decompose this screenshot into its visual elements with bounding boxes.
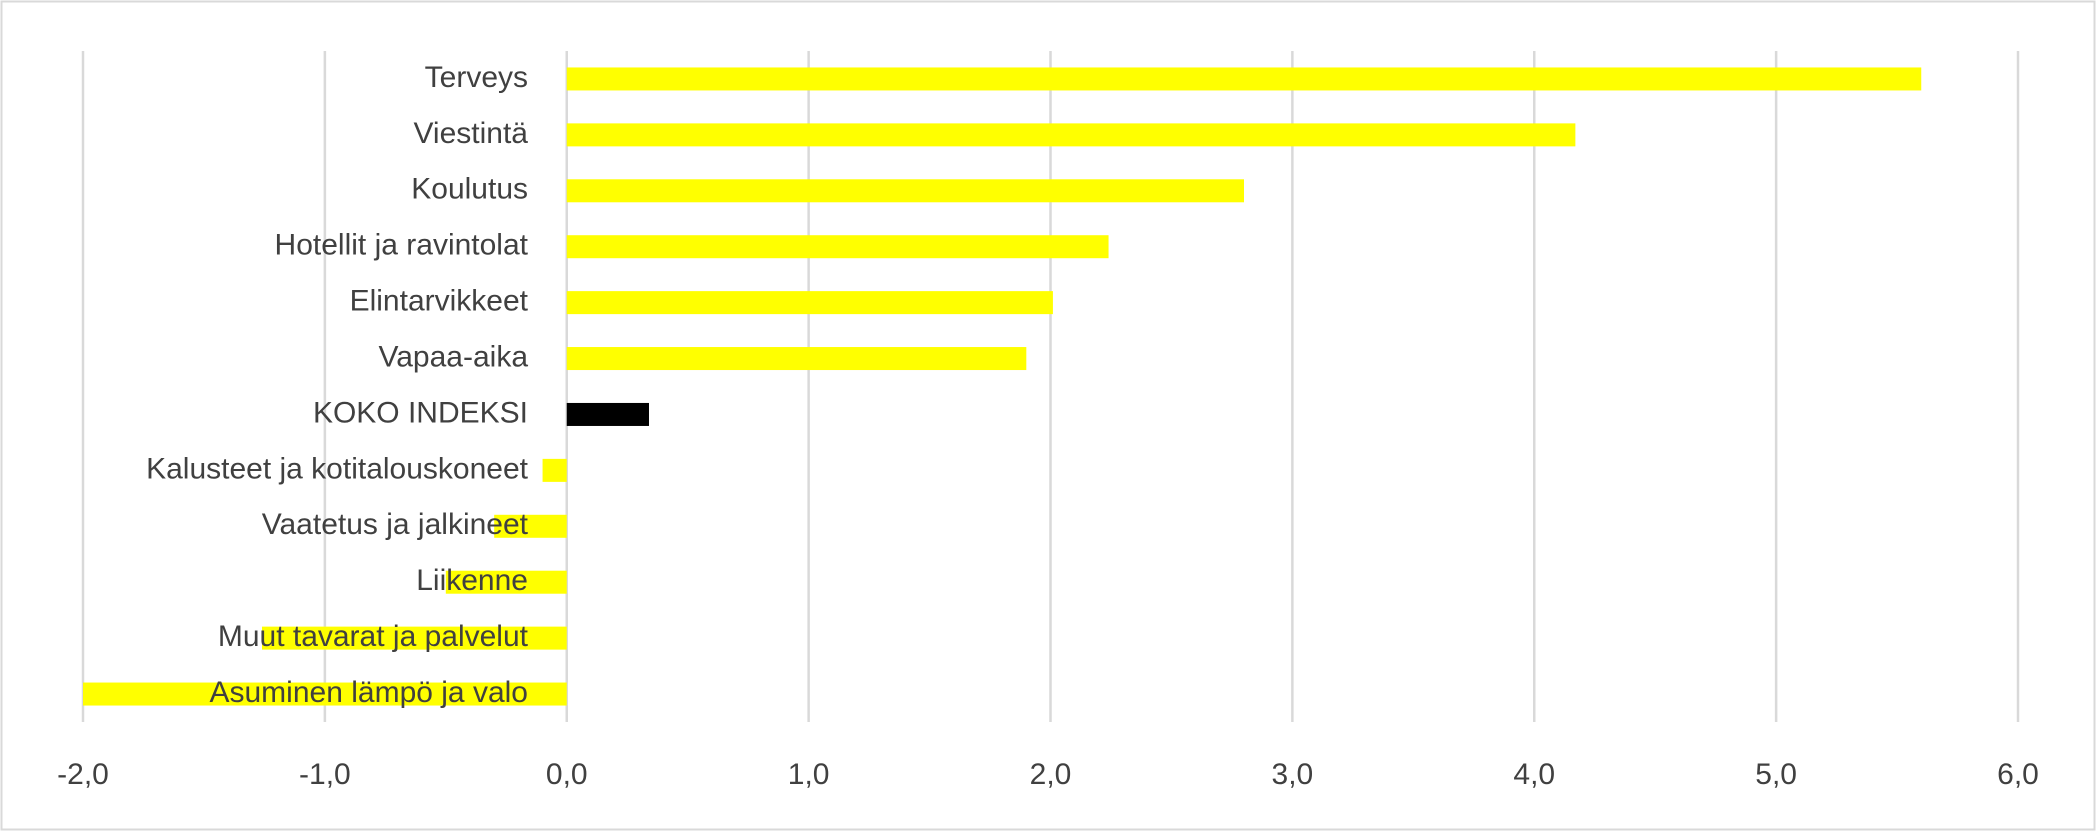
x-tick-label: 2,0 [1030, 758, 1072, 791]
y-tick-label: Hotellit ja ravintolat [275, 229, 529, 262]
bar [566, 179, 1244, 203]
y-tick-label: Vapaa-aika [378, 340, 528, 373]
bar [566, 235, 1109, 259]
x-tick-label: 1,0 [788, 758, 830, 791]
x-tick-label: 4,0 [1513, 758, 1555, 791]
bar [566, 67, 1922, 91]
bar [445, 570, 567, 594]
y-tick-label: Kalusteet ja kotitalouskoneet [146, 452, 529, 485]
bar [566, 347, 1027, 371]
y-tick-label: Terveys [425, 61, 528, 94]
x-tick-label: 0,0 [546, 758, 588, 791]
bar [83, 682, 567, 706]
y-tick-label: Koulutus [411, 173, 528, 206]
y-tick-label: Viestintä [413, 117, 528, 150]
bar [566, 402, 649, 426]
y-tick-label: Liikenne [416, 564, 528, 597]
y-tick-label: Vaatetus ja jalkineet [262, 508, 529, 541]
x-tick-label: 3,0 [1272, 758, 1314, 791]
y-tick-label: Asuminen lämpö ja valo [209, 676, 528, 709]
y-tick-label: Elintarvikkeet [350, 285, 529, 318]
bar [261, 626, 567, 650]
x-tick-label: -2,0 [57, 758, 109, 791]
bar [566, 123, 1576, 147]
x-tick-label: 5,0 [1755, 758, 1797, 791]
bar [494, 514, 567, 538]
bar [566, 291, 1053, 315]
y-tick-label: Muut tavarat ja palvelut [218, 620, 529, 653]
y-tick-label: KOKO INDEKSI [313, 396, 528, 429]
bar [542, 458, 567, 482]
x-tick-label: -1,0 [299, 758, 351, 791]
x-tick-label: 6,0 [1997, 758, 2039, 791]
